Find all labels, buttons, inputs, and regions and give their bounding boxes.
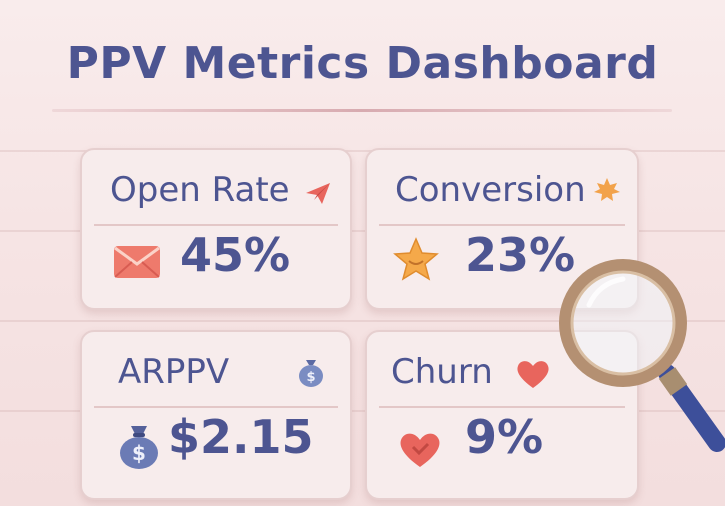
metric-value: 9% bbox=[465, 410, 544, 464]
background-plank bbox=[0, 230, 725, 232]
maple-leaf-icon bbox=[594, 178, 620, 201]
metric-value: 45% bbox=[180, 228, 291, 282]
background-plank bbox=[0, 410, 725, 412]
money-bag-icon: $ bbox=[299, 360, 323, 387]
svg-text:$: $ bbox=[132, 441, 146, 465]
magnifier-icon bbox=[559, 259, 725, 452]
heart-icon bbox=[400, 433, 440, 467]
title-divider bbox=[52, 109, 672, 112]
money-bag-icon: $ bbox=[120, 426, 158, 469]
metric-label: ARPPV bbox=[118, 352, 230, 392]
paper-plane-icon bbox=[306, 183, 330, 204]
background-plank bbox=[0, 150, 725, 152]
metric-card-open-rate[interactable]: Open Rate 45% bbox=[80, 148, 352, 310]
metric-label: Open Rate bbox=[110, 170, 290, 210]
card-divider bbox=[94, 406, 338, 408]
metric-card-churn[interactable]: Churn 9% bbox=[365, 330, 639, 500]
envelope-icon bbox=[114, 246, 160, 278]
background-plank bbox=[0, 320, 725, 322]
metric-label: Conversion bbox=[395, 170, 586, 210]
star-icon bbox=[393, 237, 439, 281]
metric-value: $2.15 bbox=[168, 410, 314, 464]
card-divider bbox=[379, 406, 625, 408]
card-divider bbox=[379, 224, 625, 226]
svg-text:$: $ bbox=[306, 370, 315, 385]
card-divider bbox=[94, 224, 338, 226]
metric-label: Churn bbox=[391, 352, 493, 392]
heart-icon bbox=[517, 361, 549, 388]
metric-value: 23% bbox=[465, 228, 576, 282]
page-title: PPV Metrics Dashboard bbox=[66, 38, 659, 89]
metric-card-arppv[interactable]: ARPPV $ $ $2.15 bbox=[80, 330, 352, 500]
